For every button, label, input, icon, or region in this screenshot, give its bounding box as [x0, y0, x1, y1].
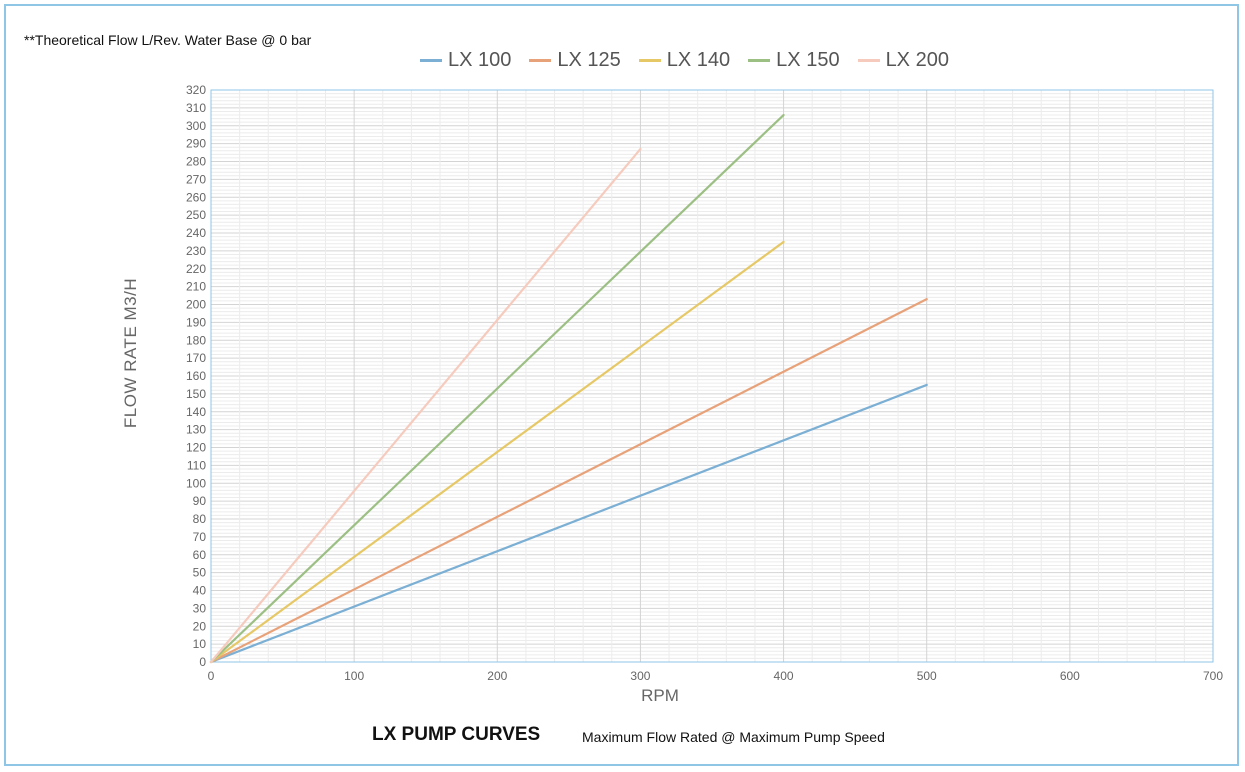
x-tick-label: 700 [1203, 669, 1223, 683]
legend-label: LX 100 [448, 49, 512, 71]
y-tick-label: 80 [193, 512, 207, 526]
y-tick-label: 310 [186, 101, 206, 115]
legend-item-lx100: LX 100 [420, 49, 511, 72]
legend-swatch [420, 59, 442, 62]
legend-swatch [857, 59, 880, 62]
y-tick-label: 220 [186, 262, 206, 276]
y-tick-label: 200 [186, 298, 206, 312]
y-tick-label: 300 [186, 119, 206, 133]
y-tick-label: 280 [186, 155, 206, 169]
legend-swatch [529, 59, 552, 62]
x-tick-label: 0 [208, 669, 215, 683]
legend-swatch [638, 59, 661, 62]
x-tick-label: 600 [1060, 669, 1080, 683]
x-tick-label: 100 [344, 669, 364, 683]
y-tick-label: 60 [193, 548, 207, 562]
y-tick-label: 240 [186, 226, 206, 240]
theoretical-flow-note: **Theoretical Flow L/Rev. Water Base @ 0… [24, 32, 312, 48]
y-tick-label: 150 [186, 387, 206, 401]
legend-item-lx200: LX 200 [857, 49, 949, 72]
y-tick-label: 250 [186, 208, 206, 222]
y-tick-label: 180 [186, 333, 206, 347]
series-line-lx125 [209, 298, 928, 664]
y-tick-label: 230 [186, 244, 206, 258]
y-tick-label: 260 [186, 190, 206, 204]
y-tick-label: 30 [193, 601, 207, 615]
y-tick-label: 270 [186, 172, 206, 186]
legend-item-lx140: LX 140 [638, 49, 731, 72]
y-tick-label: 20 [193, 619, 207, 633]
y-tick-label: 100 [186, 476, 206, 490]
legend-item-lx125: LX 125 [529, 49, 621, 72]
chart-frame [4, 4, 1239, 766]
y-tick-label: 50 [193, 566, 207, 580]
y-tick-label: 160 [186, 369, 206, 383]
x-tick-label: 500 [917, 669, 937, 683]
y-tick-label: 90 [193, 494, 207, 508]
legend-label: LX 150 [776, 49, 840, 71]
y-tick-label: 140 [186, 405, 206, 419]
x-axis-label: RPM [641, 686, 679, 705]
y-tick-label: 190 [186, 315, 206, 329]
x-tick-label: 400 [774, 669, 794, 683]
y-tick-label: 70 [193, 530, 207, 544]
y-tick-label: 120 [186, 441, 206, 455]
y-tick-label: 210 [186, 280, 206, 294]
x-tick-label: 200 [487, 669, 507, 683]
legend-label: LX 200 [885, 49, 949, 71]
series-line-lx140 [209, 240, 785, 664]
y-tick-label: 290 [186, 137, 206, 151]
series-line-lx100 [209, 383, 928, 664]
legend-item-lx150: LX 150 [748, 49, 840, 72]
legend: LX 100 LX 125 LX 140 LX 150 LX 200 [420, 49, 967, 72]
y-tick-label: 320 [186, 83, 206, 97]
chart-title: LX PUMP CURVES [372, 724, 541, 745]
legend-label: LX 140 [666, 49, 731, 71]
legend-swatch [748, 59, 771, 62]
y-tick-label: 130 [186, 423, 206, 437]
series-line-lx150 [209, 113, 785, 664]
y-tick-label: 170 [186, 351, 206, 365]
legend-label: LX 125 [557, 49, 621, 71]
y-axis-label: FLOW RATE M3/H [121, 277, 140, 429]
series-line-lx200 [209, 147, 642, 664]
x-tick-label: 300 [630, 669, 650, 683]
y-tick-label: 10 [193, 637, 207, 651]
chart-subtitle: Maximum Flow Rated @ Maximum Pump Speed [582, 729, 885, 745]
y-tick-label: 0 [199, 655, 206, 669]
y-tick-label: 110 [187, 458, 206, 472]
y-tick-label: 40 [193, 584, 207, 598]
plot-area-border [210, 89, 1214, 663]
